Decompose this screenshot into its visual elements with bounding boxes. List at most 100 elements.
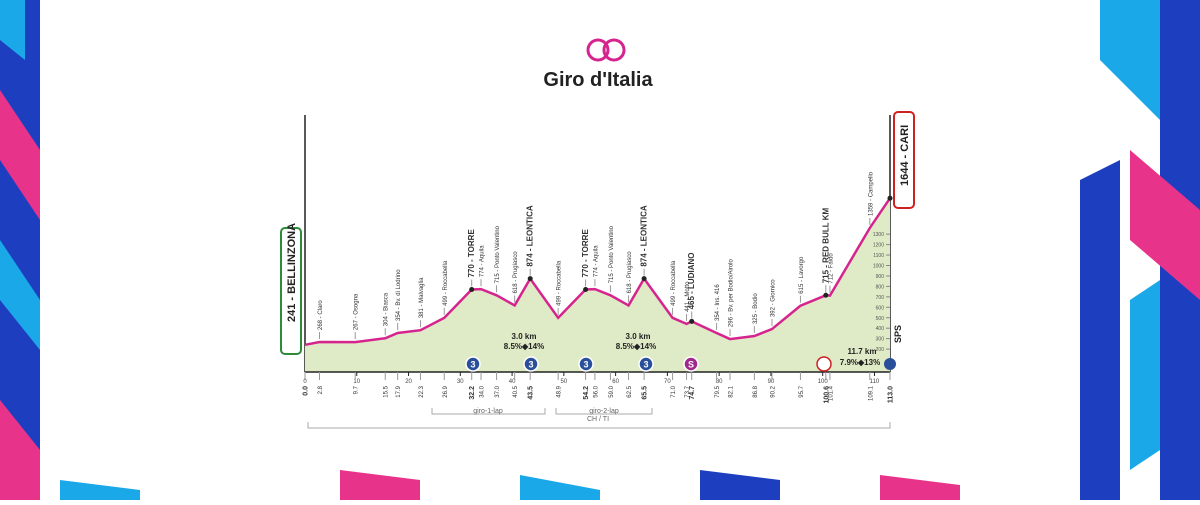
km-label: 90.2 [770, 385, 776, 397]
climb-category: 3 [528, 360, 533, 370]
km-label: 100.6 [823, 386, 830, 404]
climb-category: 3 [583, 360, 588, 370]
climb-icon [523, 356, 539, 372]
climb-grade: 8.5%◆14% [616, 342, 656, 351]
km-label: 95.7 [799, 385, 805, 397]
x-tick-label: 100 [818, 379, 829, 385]
start-box: 241 - BELLINZONA [280, 223, 302, 355]
waypoint-label: 465 - LUDIANO [687, 253, 696, 310]
km-label: 113.0 [888, 386, 895, 403]
climb-icon [465, 356, 481, 372]
x-tick-label: 40 [509, 379, 516, 385]
km-label: 109.1 [868, 385, 874, 401]
y-tick-label: 700 [876, 295, 885, 301]
km-label: 79.5 [715, 385, 721, 397]
x-tick-label: 60 [612, 379, 619, 385]
waypoint-label: 325 - Bodio [753, 293, 759, 324]
x-tick-label: 80 [716, 379, 723, 385]
redbull-icon [816, 356, 832, 372]
y-tick-label: 600 [876, 305, 885, 311]
climb-category: S [688, 360, 694, 370]
climb-length: 11.7 km [848, 347, 877, 356]
profile-line [304, 197, 892, 347]
climb-icon [578, 356, 594, 372]
waypoint-label: 354 - Bv. di Lodrino [396, 269, 402, 321]
km-label: 37.0 [495, 385, 501, 397]
waypoint-label: 715 - Ponto Valentino [609, 225, 615, 283]
logo: Giro d'Italia [543, 38, 653, 91]
x-tick-label: 20 [405, 379, 412, 385]
x-tick-label: 50 [561, 379, 568, 385]
km-label: 86.8 [753, 385, 759, 397]
km-label: 54.2 [583, 386, 590, 400]
profile-area [305, 198, 890, 372]
waypoint-label: 304 - Biasca [384, 292, 390, 326]
km-label: 82.1 [729, 385, 735, 397]
waypoint-label: 615 - Lavorgo [799, 256, 805, 294]
summit-dot [641, 276, 647, 282]
finish-dot [887, 195, 893, 201]
km-label: 65.5 [642, 386, 649, 400]
waypoint-label: 774 - Aquila [593, 245, 599, 277]
km-label: 0.0 [303, 386, 310, 396]
summit-dot [583, 287, 589, 293]
km-label: 9.7 [354, 385, 360, 394]
climb-icon [638, 356, 654, 372]
y-tick-label: 1000 [873, 264, 884, 270]
waypoint-label: 715 - RED BULL KM [821, 208, 830, 284]
x-tick-label: 30 [457, 379, 464, 385]
waypoint-label: 354 - Ins. 416 [715, 284, 721, 321]
finish-label: 1644 - CARI [899, 125, 911, 186]
waypoint-label: 618 - Prugiasco [513, 251, 519, 294]
y-tick-label: 400 [876, 326, 885, 332]
waypoint-label: 296 - Bv. per Bodio/Airolo [729, 258, 735, 327]
y-tick-label: 300 [876, 337, 885, 343]
x-tick-label: 0 [303, 379, 307, 385]
y-tick-label: 900 [876, 274, 885, 280]
km-label: 101.4 [828, 385, 834, 401]
finish-box: 1644 - CARI [893, 111, 915, 209]
km-label: 34.0 [480, 385, 486, 397]
waypoint-label: 499 - Roccabella [557, 260, 563, 306]
x-tick-label: 90 [768, 379, 775, 385]
km-label: 74.7 [689, 386, 696, 400]
waypoint-label: 874 - LEONTICA [526, 205, 535, 267]
km-label: 73.7 [685, 385, 691, 397]
waypoint-label: 381 - Malvaglia [419, 277, 425, 318]
km-label: 17.9 [396, 385, 402, 397]
climb-length: 3.0 km [512, 332, 537, 341]
km-label: 62.5 [627, 385, 633, 397]
km-label: 2.8 [318, 385, 324, 394]
y-tick-label: 500 [876, 316, 885, 322]
waypoint-label: 770 - TORRE [581, 229, 590, 278]
y-tick-label: 1100 [873, 253, 884, 259]
km-label: 71.0 [671, 385, 677, 397]
waypoint-label: 618 - Prugiasco [627, 251, 633, 294]
lap-label: giro-2-lap [589, 408, 619, 415]
km-label: 15.5 [384, 385, 390, 397]
waypoint-label: 268 - Claro [318, 300, 324, 330]
summit-dot [689, 318, 695, 324]
climb-category: 3 [470, 360, 475, 370]
waypoint-label: 712 - Faido [828, 253, 834, 284]
waypoint-label: 267 - Osogna [354, 293, 360, 330]
waypoint-label: 774 - Aquila [480, 245, 486, 277]
y-tick-label: 200 [876, 347, 885, 353]
waypoint-label: 441 - Motto [685, 281, 691, 312]
km-label: 59.0 [609, 385, 615, 397]
km-label: 48.9 [557, 385, 563, 397]
waypoint-label: 770 - TORRE [467, 229, 476, 278]
y-tick-label: 1300 [873, 232, 884, 238]
waypoint-label: 715 - Ponto Valentino [495, 225, 501, 283]
climb-grade: 8.5%◆14% [504, 342, 544, 351]
finish-icon [884, 358, 896, 370]
x-tick-label: 70 [664, 379, 671, 385]
sprint-label: SPS [893, 325, 903, 343]
waypoint-label: 499 - Roccabella [671, 260, 677, 306]
waypoint-label: 499 - Roccabella [443, 260, 449, 306]
region-label: CH / TI [587, 416, 609, 423]
start-label: 241 - BELLINZONA [286, 223, 298, 322]
km-label: 43.5 [528, 386, 535, 400]
